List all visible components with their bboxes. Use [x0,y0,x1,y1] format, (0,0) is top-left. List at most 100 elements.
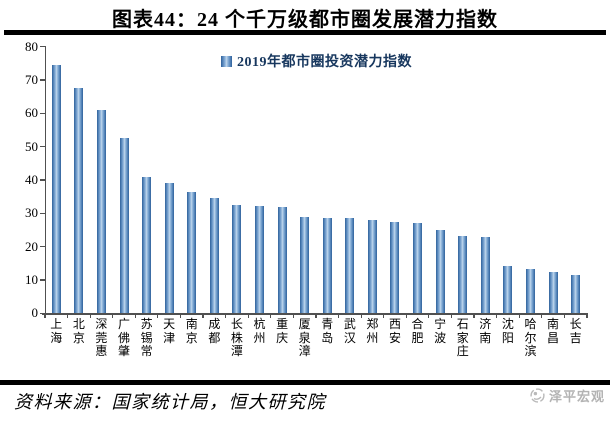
x-category-label: 上 海 [50,317,63,345]
x-category-label: 天 津 [163,317,176,345]
bar [277,206,287,314]
bar [187,191,197,314]
bar [503,266,513,314]
x-axis-tick [66,313,69,318]
bar [413,223,423,314]
y-tick-label: 0 [31,305,39,321]
y-axis-tick [40,79,45,81]
x-axis-tick [270,313,272,318]
x-category-label: 合 肥 [411,317,424,345]
bar [119,138,129,314]
y-axis-tick [40,312,45,314]
y-tick-label: 80 [25,38,38,54]
x-category-label: 深 莞 惠 [95,317,108,358]
title-divider-rule [4,30,606,35]
bar [525,269,535,314]
x-category-label: 广 佛 肇 [118,317,131,358]
x-axis-tick [586,313,588,318]
legend-swatch-icon [221,55,232,67]
x-category-label: 成 都 [208,317,221,345]
x-axis-tick [383,313,385,318]
bar [142,176,152,314]
y-axis-line [45,46,47,314]
x-axis-line [42,313,588,315]
y-tick-label: 20 [25,238,38,254]
bar [571,275,581,314]
bar [548,272,558,314]
x-axis-tick [315,313,317,318]
x-category-label: 南 昌 [547,317,560,345]
x-axis-tick [496,313,498,318]
y-tick-label: 40 [25,172,38,187]
y-axis-tick [40,112,45,114]
bar [345,218,355,314]
chart-legend: 2019年都市圈投资潜力指数 [45,51,588,71]
y-axis-tick [40,46,45,48]
bar-chart-plot-area: 2019年都市圈投资潜力指数 0 10 20 30 40 50 60 70 80 上 海北 京深 … [25,38,588,358]
x-axis-tick [112,313,114,318]
y-tick-label: 60 [25,105,38,121]
bar [74,88,84,314]
watermark: 泽平宏观 [530,386,605,405]
bar [458,235,468,314]
bar [255,206,264,314]
x-category-label: 重 庆 [276,317,289,345]
x-category-label: 北 京 [72,317,85,345]
x-axis-tick [541,313,543,318]
x-category-label: 石 家 庄 [456,317,469,358]
x-category-label: 哈 尔 滨 [524,317,537,358]
x-axis-tick [292,313,294,318]
data-source-note: 资料来源：国家统计局，恒大研究院 [14,392,326,412]
x-category-label: 长 株 潭 [230,317,243,358]
x-axis-tick [202,313,204,318]
watermark-text: 泽平宏观 [548,389,605,404]
x-category-label: 武 汉 [343,317,356,345]
bar [232,205,242,314]
x-category-label: 郑 州 [366,317,379,345]
y-axis-tick [40,146,45,148]
x-axis-tick [450,313,453,318]
y-tick-label: 30 [25,205,38,221]
y-axis-tick [40,246,45,248]
y-axis-tick [40,279,45,281]
bar [96,109,106,314]
x-category-label: 济 南 [479,317,492,345]
x-category-label: 宁 波 [434,317,447,345]
x-category-label: 南 京 [185,317,198,345]
x-category-label: 厦 泉 漳 [298,317,311,358]
x-category-label: 长 吉 [569,317,582,345]
y-tick-label: 50 [25,138,38,154]
x-axis-tick [518,313,520,318]
x-axis-tick [157,313,159,318]
x-axis-tick [44,313,46,318]
footer-divider-rule [0,380,610,385]
x-axis-tick [563,313,565,318]
x-axis-tick [179,313,182,318]
bar [322,217,332,314]
x-axis-tick [247,313,249,318]
bar [51,64,61,314]
y-tick-label: 10 [25,272,38,288]
x-axis-tick [473,313,475,318]
bar [209,198,219,314]
x-category-label: 青 岛 [321,317,334,345]
x-axis-tick [134,313,136,318]
bar [300,216,310,314]
x-axis-tick [225,313,227,318]
x-category-label: 苏 锡 常 [140,317,153,358]
x-category-label: 沈 阳 [501,317,514,345]
zeping-macro-logo-icon [530,388,545,403]
legend-label: 2019年都市圈投资潜力指数 [237,55,412,70]
x-axis-tick [428,313,430,318]
y-axis-tick [40,212,45,214]
bar [164,183,174,314]
x-axis-tick [337,313,340,318]
bar [390,222,400,314]
bar [480,236,490,314]
y-axis-tick [40,179,45,181]
x-axis-tick [405,313,407,318]
chart-title: 图表44：24 个千万级都市圈发展潜力指数 [112,9,498,31]
x-axis-tick [360,313,362,318]
x-category-label: 杭 州 [253,317,266,345]
